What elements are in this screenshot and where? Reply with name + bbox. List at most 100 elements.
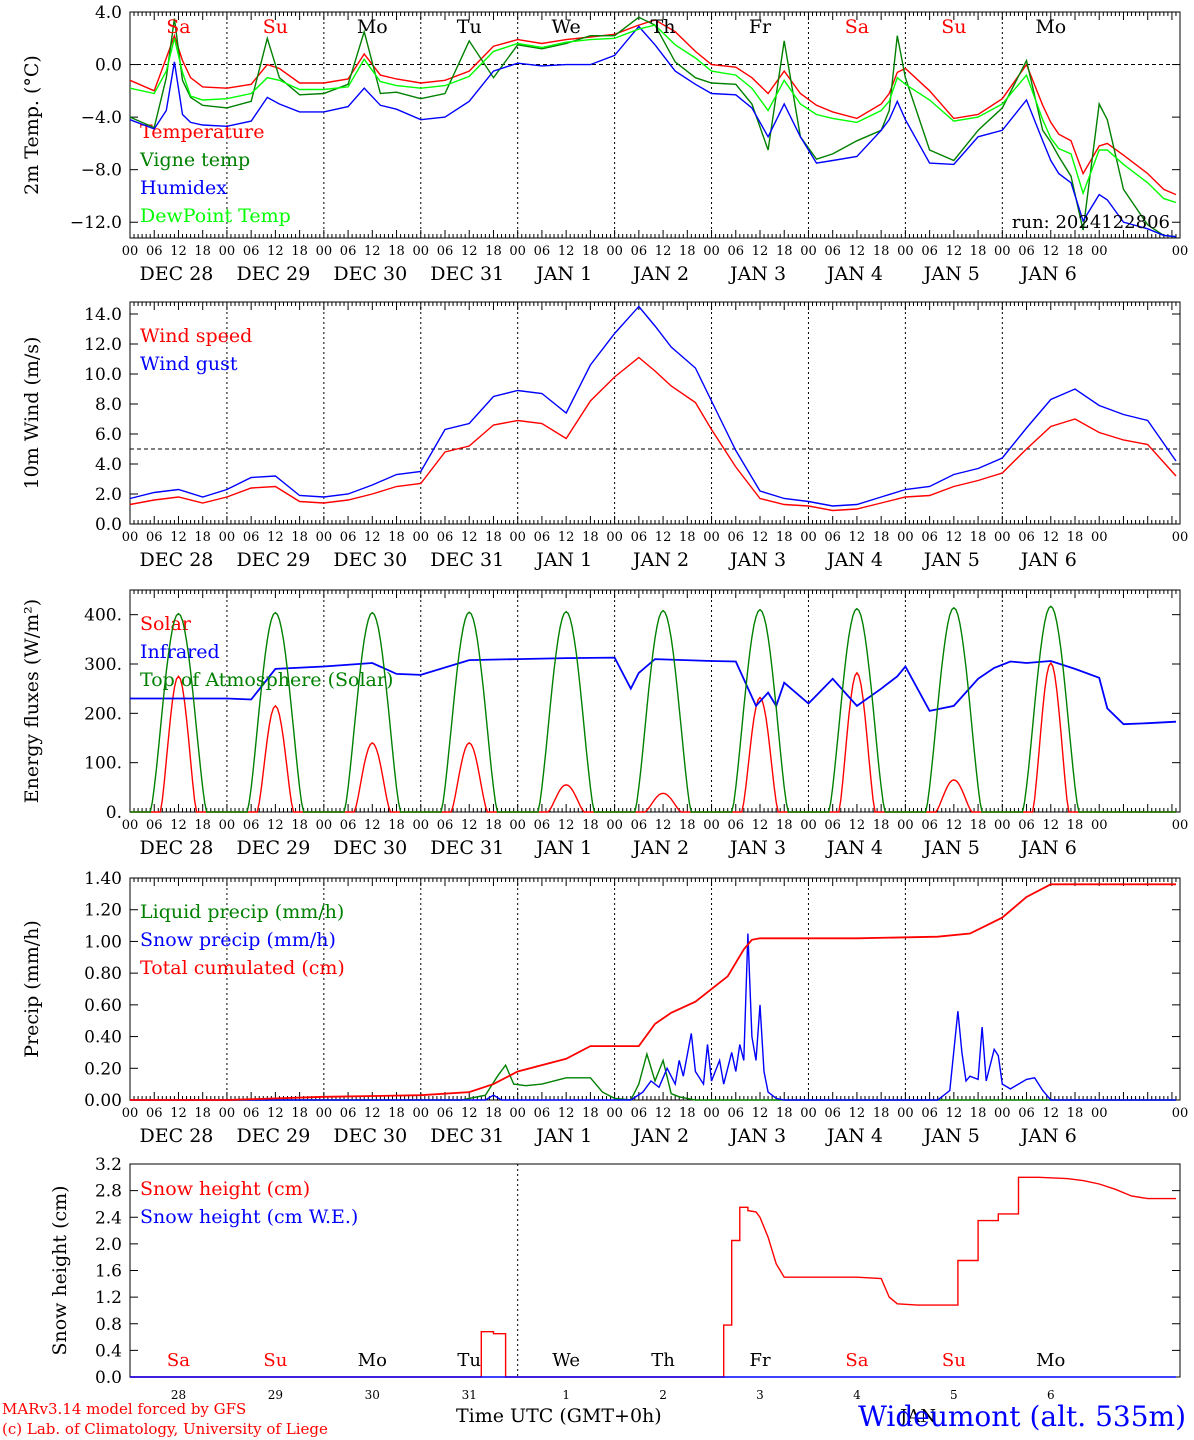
hour-label: 18 [1067,818,1084,833]
hour-label: 00 [606,530,623,545]
hour-label: 06 [921,1106,938,1121]
hour-label: 00 [994,244,1011,259]
y-tick-label: 2.8 [95,1182,122,1202]
hour-label: 00 [897,1106,914,1121]
weekday-label: We [552,1350,580,1371]
series-line-top-of-atmosphere-solar- [130,605,1176,813]
hour-label: 12 [461,818,478,833]
date-label: JAN 6 [1019,549,1077,571]
hour-label: 00 [800,244,817,259]
hour-label: 12 [655,244,672,259]
series-line-humidex [129,25,1177,238]
hour-label: 00 [897,244,914,259]
date-label: DEC 30 [333,1125,407,1147]
hour-label: 12 [364,530,381,545]
hour-label: 00 [606,244,623,259]
date-label: JAN 6 [1019,263,1077,285]
hour-label: 12 [558,818,575,833]
hour-label: 12 [752,1106,769,1121]
hour-label: 06 [243,818,260,833]
legend-label: Temperature [140,121,264,143]
date-label: DEC 31 [430,549,504,571]
y-tick-label: 0.80 [84,964,122,984]
hour-label: 06 [1018,530,1035,545]
date-label: JAN 4 [825,549,883,571]
y-tick-label: 14.0 [84,305,122,325]
hour-label: 00 [219,530,236,545]
hour-label: 00 [412,818,429,833]
hour-label: 18 [679,530,696,545]
legend-label: Humidex [140,177,227,199]
y-tick-label: 8.0 [95,395,122,415]
hour-label: 12 [170,1106,187,1121]
hour-label: 00 [1091,530,1108,545]
hour-label: 12 [849,818,866,833]
hour-label: 00 [606,1106,623,1121]
legend-label: Solar [140,613,192,635]
date-label: DEC 28 [140,1125,214,1147]
date-label: JAN 3 [728,837,786,859]
hour-label: 06 [437,1106,454,1121]
date-label: JAN 1 [534,837,592,859]
hour-label: 00 [1172,244,1189,259]
y-axis-title: Energy fluxes (W/m²) [21,599,43,803]
hour-label: 18 [873,244,890,259]
hour-label: 18 [485,244,502,259]
hour-label: 00 [219,818,236,833]
series-line-total-cumulated-cm- [130,883,1176,1101]
hour-label: 18 [388,530,405,545]
panel-3: 0. 100. 200. 300. 400. Energy fluxes (W/m²) So… [21,589,1188,859]
hour-label: 06 [146,1106,163,1121]
hour-label: 12 [946,818,963,833]
hour-label: 12 [461,1106,478,1121]
hour-label: 06 [1018,1106,1035,1121]
hour-label: 18 [776,1106,793,1121]
y-tick-label: 1.40 [84,869,122,889]
hour-label: 06 [340,244,357,259]
date-label: DEC 29 [236,263,310,285]
hour-label: 06 [1018,244,1035,259]
day-number: 1 [562,1388,570,1402]
y-tick-label: 1.00 [84,932,122,952]
hour-label: 18 [873,1106,890,1121]
x-axis-title: Time UTC (GMT+0h) [456,1405,662,1427]
hour-label: 06 [824,530,841,545]
panel-4: 0.00 0.20 0.40 0.60 0.80 1.00 1.20 1.40 Precip (… [21,869,1188,1147]
hour-label: 00 [316,1106,333,1121]
plot-frame [129,301,1181,525]
hour-label: 00 [703,530,720,545]
y-axis-title: 10m Wind (m/s) [21,337,43,490]
series-line-temperature [129,19,1177,196]
hour-label: 06 [340,530,357,545]
hour-label: 06 [824,1106,841,1121]
date-label: DEC 31 [430,1125,504,1147]
y-tick-label: 10.0 [84,365,122,385]
date-label: JAN 2 [631,1125,689,1147]
hour-label: 12 [170,244,187,259]
hour-label: 12 [946,530,963,545]
y-tick-label: 0.4 [95,1341,122,1361]
y-tick-label: 3.2 [95,1155,122,1175]
hour-label: 06 [437,818,454,833]
hour-label: 00 [800,818,817,833]
weekday-label: Sa [845,1350,868,1371]
series-line-snow-precip-mm-h- [130,933,1176,1101]
hour-label: 12 [946,244,963,259]
y-tick-label: 1.20 [84,901,122,921]
date-label: JAN 2 [631,837,689,859]
hour-label: 18 [582,1106,599,1121]
hour-label: 18 [194,1106,211,1121]
hour-label: 00 [1172,530,1189,545]
hour-label: 06 [534,530,551,545]
weekday-label: Tu [457,1350,481,1371]
hour-label: 00 [800,530,817,545]
weekday-label: Su [942,1350,966,1371]
hour-label: 18 [388,818,405,833]
y-tick-label: 12.0 [84,335,122,355]
hour-label: 18 [873,530,890,545]
hour-label: 06 [437,244,454,259]
legend-label: Snow height (cm) [140,1178,310,1200]
hour-label: 00 [412,530,429,545]
hour-label: 18 [1067,244,1084,259]
y-tick-label: 4.0 [95,455,122,475]
